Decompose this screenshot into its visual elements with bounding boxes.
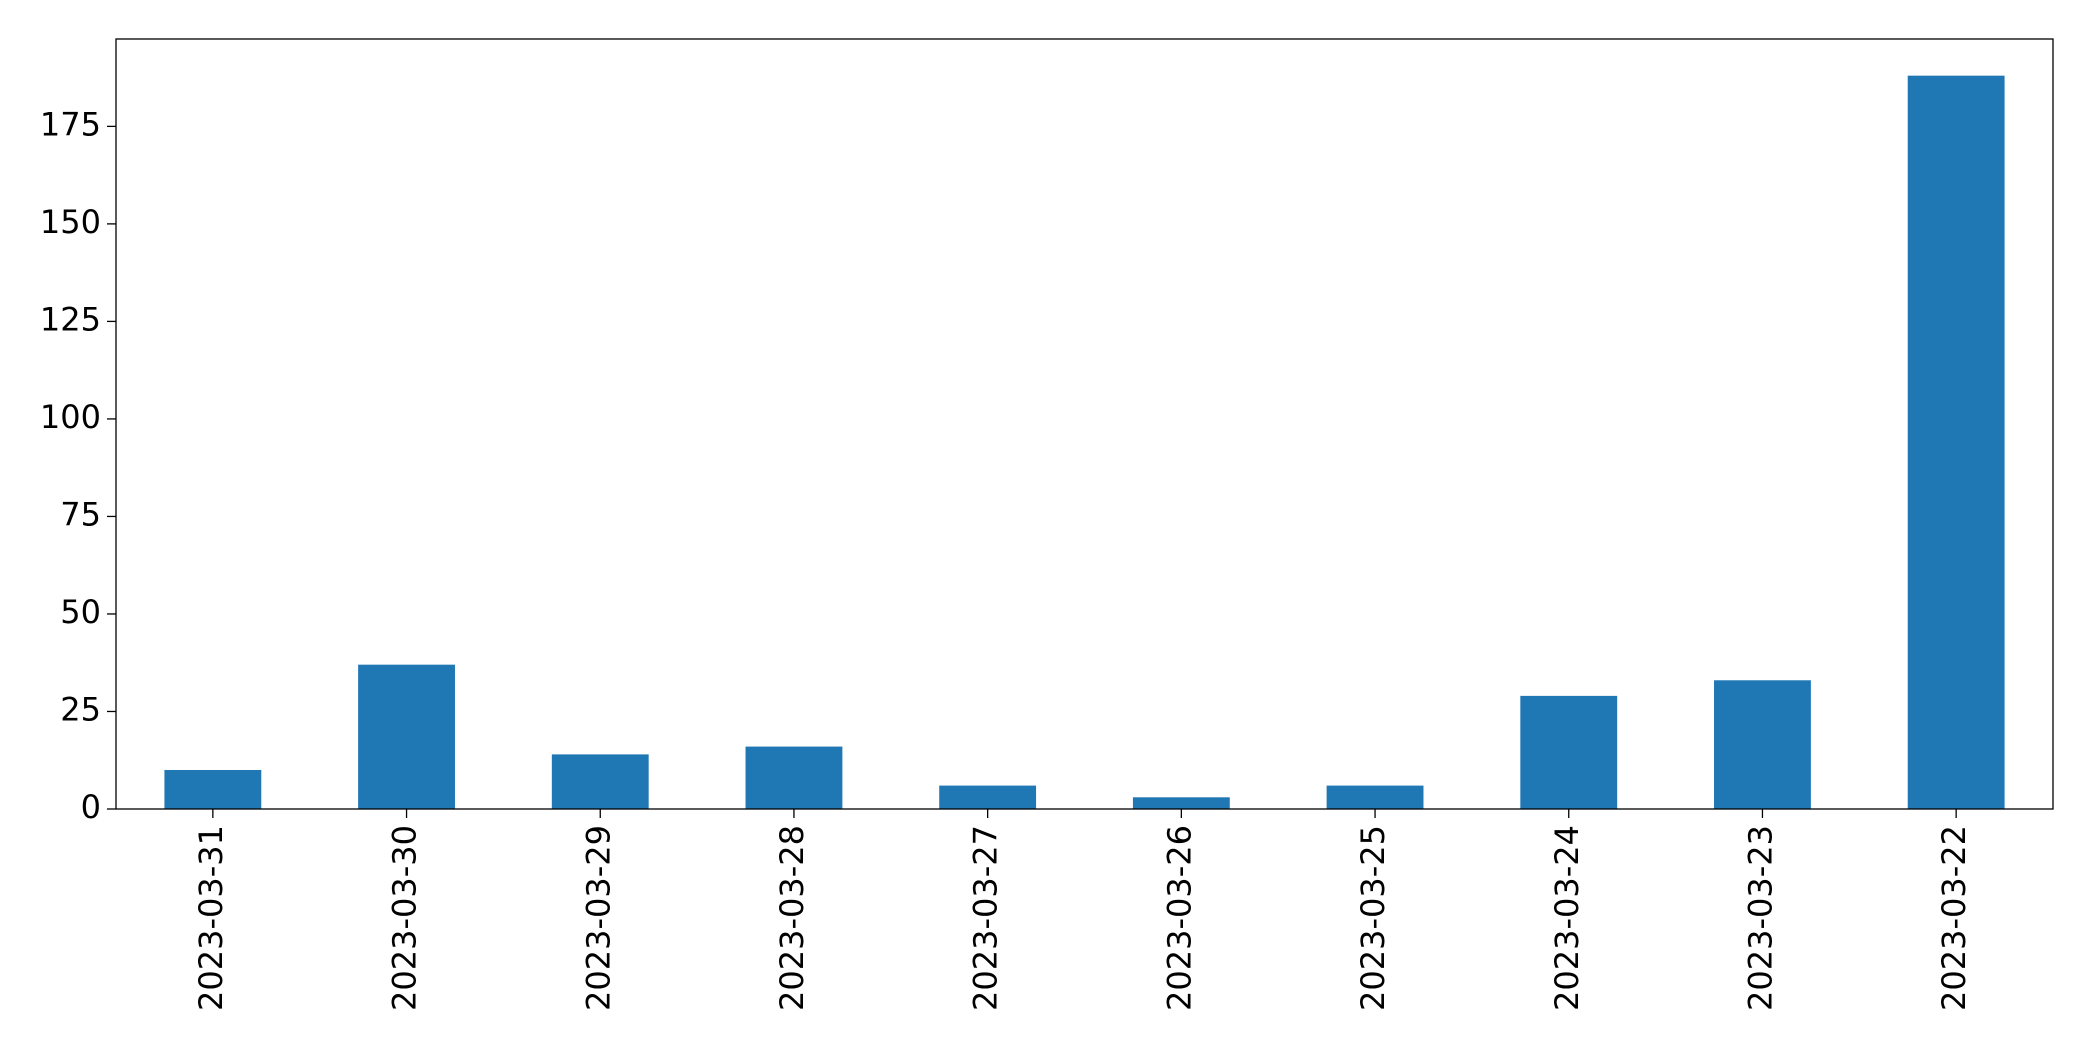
x-tick-label: 2023-03-22 (1935, 825, 1973, 1011)
x-tick-label: 2023-03-31 (192, 825, 230, 1011)
x-tick-label: 2023-03-27 (967, 825, 1005, 1011)
bar (551, 754, 649, 809)
y-tick-label: 0 (81, 788, 101, 826)
x-tick-label: 2023-03-29 (579, 825, 617, 1011)
bar (1132, 797, 1230, 809)
y-tick-label: 75 (60, 495, 101, 533)
bar (1714, 680, 1811, 809)
x-tick-label: 2023-03-28 (773, 825, 811, 1011)
plot-frame (115, 38, 2054, 810)
bar (1520, 695, 1618, 809)
y-tick-label: 100 (40, 398, 101, 436)
x-tick-label: 2023-03-24 (1548, 825, 1586, 1011)
x-tick-label: 2023-03-30 (386, 825, 424, 1011)
y-tick-label: 50 (60, 593, 101, 631)
bar (1326, 785, 1424, 809)
x-tick-label: 2023-03-26 (1160, 825, 1198, 1011)
x-tick-label: 2023-03-25 (1354, 825, 1392, 1011)
y-tick-label: 125 (40, 300, 101, 338)
bar (745, 746, 843, 809)
y-tick-label: 175 (40, 105, 101, 143)
bar (358, 664, 455, 809)
bar (939, 785, 1037, 809)
bar (1907, 75, 2005, 809)
x-tick-label: 2023-03-23 (1741, 825, 1779, 1011)
bar (164, 769, 262, 809)
y-tick-label: 25 (60, 690, 101, 728)
y-tick-label: 150 (40, 203, 101, 241)
